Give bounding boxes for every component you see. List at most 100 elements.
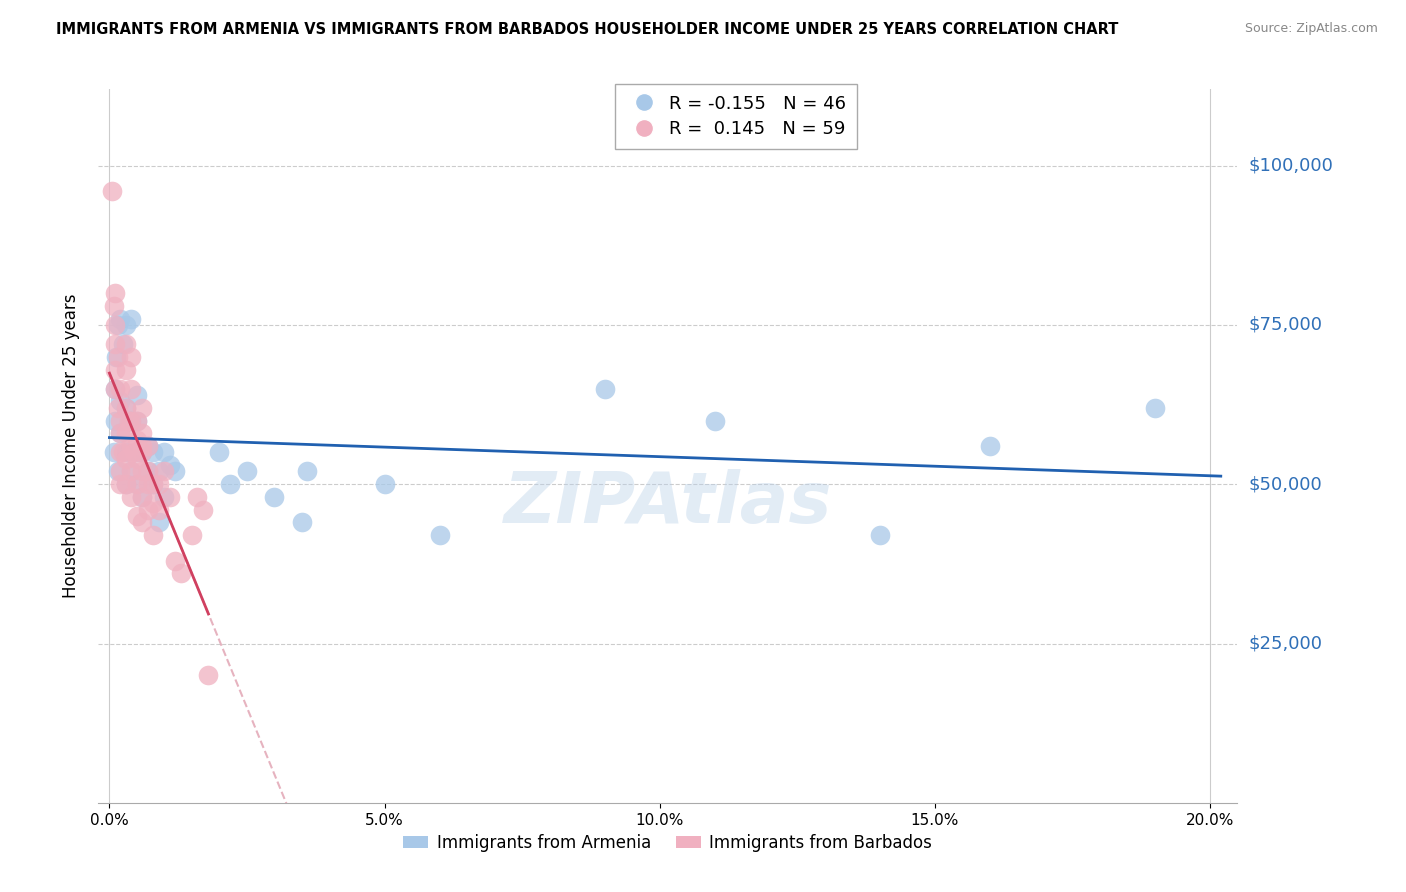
Point <box>131 426 153 441</box>
Point <box>181 528 204 542</box>
Point <box>136 465 159 479</box>
Point <box>373 477 395 491</box>
Point <box>105 350 128 364</box>
Text: $25,000: $25,000 <box>1249 634 1323 653</box>
Point <box>104 362 127 376</box>
Point <box>110 382 132 396</box>
Point <box>263 490 285 504</box>
Point <box>107 318 129 332</box>
Point <box>110 426 132 441</box>
Point <box>115 362 138 376</box>
Text: Source: ZipAtlas.com: Source: ZipAtlas.com <box>1244 22 1378 36</box>
Point <box>125 509 148 524</box>
Point <box>703 413 725 427</box>
Text: $50,000: $50,000 <box>1249 475 1322 493</box>
Point <box>120 465 142 479</box>
Point <box>131 465 153 479</box>
Point <box>197 668 219 682</box>
Point <box>120 413 142 427</box>
Point <box>120 465 142 479</box>
Point <box>191 502 214 516</box>
Point <box>125 445 148 459</box>
Point <box>593 382 616 396</box>
Point <box>110 394 132 409</box>
Point <box>115 337 138 351</box>
Point <box>186 490 208 504</box>
Point <box>101 184 124 198</box>
Point <box>122 445 145 459</box>
Point <box>142 528 165 542</box>
Point <box>131 445 153 459</box>
Point <box>125 477 148 491</box>
Point <box>1143 401 1166 415</box>
Point <box>165 465 187 479</box>
Point <box>219 477 242 491</box>
Point <box>118 413 141 427</box>
Point <box>142 477 165 491</box>
Point <box>112 445 135 459</box>
Point <box>112 337 135 351</box>
Point <box>148 502 170 516</box>
Point <box>115 426 138 441</box>
Point <box>110 426 132 441</box>
Point <box>107 401 129 415</box>
Point <box>115 401 138 415</box>
Point <box>165 554 187 568</box>
Point <box>979 439 1001 453</box>
Point <box>429 528 451 542</box>
Point <box>120 350 142 364</box>
Point <box>136 465 159 479</box>
Point <box>107 465 129 479</box>
Point <box>103 445 125 459</box>
Point <box>159 490 181 504</box>
Point <box>136 439 159 453</box>
Point <box>107 350 129 364</box>
Point <box>125 388 148 402</box>
Point <box>110 413 132 427</box>
Point <box>125 433 148 447</box>
Point <box>110 311 132 326</box>
Point <box>170 566 193 581</box>
Point <box>120 413 142 427</box>
Point <box>131 439 153 453</box>
Point <box>148 477 170 491</box>
Point <box>120 490 142 504</box>
Point <box>869 528 891 542</box>
Point <box>153 465 176 479</box>
Point <box>236 465 259 479</box>
Text: $100,000: $100,000 <box>1249 157 1333 175</box>
Point <box>131 401 153 415</box>
Legend: Immigrants from Armenia, Immigrants from Barbados: Immigrants from Armenia, Immigrants from… <box>396 828 939 859</box>
Point <box>104 413 127 427</box>
Point <box>104 337 127 351</box>
Point <box>291 516 314 530</box>
Point <box>297 465 319 479</box>
Point <box>115 401 138 415</box>
Point <box>125 413 148 427</box>
Point <box>110 465 132 479</box>
Point <box>142 477 165 491</box>
Point <box>115 477 138 491</box>
Point <box>120 439 142 453</box>
Point <box>110 477 132 491</box>
Point <box>153 490 176 504</box>
Point <box>115 477 138 491</box>
Point <box>131 516 153 530</box>
Y-axis label: Householder Income Under 25 years: Householder Income Under 25 years <box>62 293 80 599</box>
Point <box>142 445 165 459</box>
Point <box>153 445 176 459</box>
Point <box>131 445 153 459</box>
Point <box>125 451 148 466</box>
Point <box>115 451 138 466</box>
Text: $75,000: $75,000 <box>1249 316 1323 334</box>
Point <box>136 502 159 516</box>
Point <box>208 445 231 459</box>
Point <box>142 496 165 510</box>
Point <box>115 318 138 332</box>
Point <box>125 477 148 491</box>
Point <box>120 311 142 326</box>
Point <box>131 490 153 504</box>
Point <box>159 458 181 472</box>
Point <box>103 299 125 313</box>
Point <box>104 286 127 301</box>
